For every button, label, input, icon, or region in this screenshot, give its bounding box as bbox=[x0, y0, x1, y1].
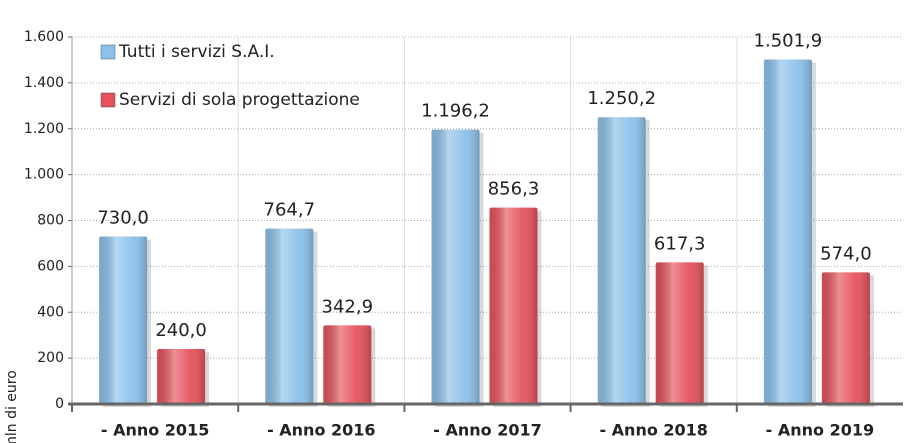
legend-swatch bbox=[100, 44, 116, 60]
bar-shine bbox=[763, 59, 812, 405]
bar-shine bbox=[265, 228, 314, 404]
y-tick-label: 0 bbox=[55, 396, 64, 412]
x-tick-label: - Anno 2018 bbox=[599, 421, 707, 440]
value-label: 1.250,2 bbox=[587, 88, 656, 109]
legend-swatch bbox=[100, 92, 116, 108]
y-tick-label: 400 bbox=[37, 304, 64, 320]
bar-shine bbox=[489, 207, 538, 404]
y-tick-label: 600 bbox=[37, 258, 64, 274]
legend-label: Tutti i servizi S.A.I. bbox=[118, 42, 275, 62]
value-label: 1.501,9 bbox=[754, 31, 823, 52]
x-tick-label: - Anno 2019 bbox=[766, 421, 874, 440]
y-tick-label: 1.200 bbox=[24, 121, 64, 137]
y-tick-label: 800 bbox=[37, 213, 64, 229]
value-label: 240,0 bbox=[155, 320, 207, 341]
x-tick-label: - Anno 2016 bbox=[267, 421, 375, 440]
x-tick-label: - Anno 2015 bbox=[101, 421, 209, 440]
bar-shine bbox=[821, 272, 870, 404]
bar-shine bbox=[99, 236, 148, 404]
value-label: 1.196,2 bbox=[421, 101, 490, 122]
y-axis-label: mln di euro bbox=[4, 370, 20, 443]
y-tick-label: 1.400 bbox=[24, 75, 64, 91]
legend-label: Servizi di sola progettazione bbox=[119, 90, 360, 110]
bar-shine bbox=[655, 262, 704, 404]
value-label: 574,0 bbox=[820, 243, 872, 264]
value-label: 856,3 bbox=[488, 179, 540, 200]
bar-shine bbox=[323, 325, 372, 404]
y-tick-label: 200 bbox=[37, 350, 64, 366]
value-label: 617,3 bbox=[654, 233, 706, 254]
value-label: 764,7 bbox=[264, 200, 316, 221]
bar-shine bbox=[157, 348, 206, 404]
bar-shine bbox=[431, 129, 480, 404]
y-tick-label: 1.000 bbox=[24, 167, 64, 183]
x-tick-label: - Anno 2017 bbox=[433, 421, 541, 440]
y-tick-label: 1.600 bbox=[24, 29, 64, 45]
value-label: 342,9 bbox=[322, 296, 374, 317]
value-label: 730,0 bbox=[97, 208, 149, 229]
bar-shine bbox=[597, 117, 646, 404]
